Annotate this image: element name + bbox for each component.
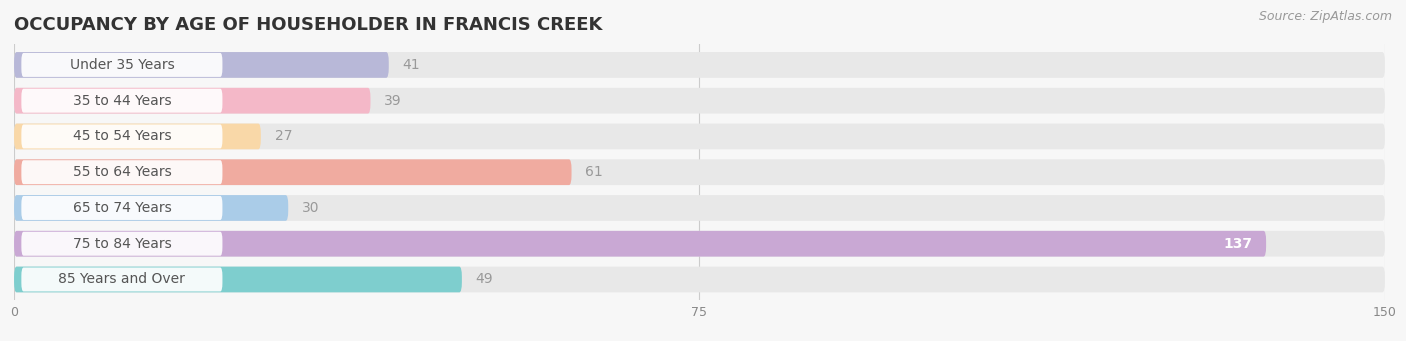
- FancyBboxPatch shape: [14, 52, 1385, 78]
- Text: 41: 41: [402, 58, 420, 72]
- FancyBboxPatch shape: [21, 232, 222, 256]
- Text: 85 Years and Over: 85 Years and Over: [59, 272, 186, 286]
- FancyBboxPatch shape: [14, 123, 262, 149]
- FancyBboxPatch shape: [14, 159, 1385, 185]
- Text: Source: ZipAtlas.com: Source: ZipAtlas.com: [1258, 10, 1392, 23]
- FancyBboxPatch shape: [14, 231, 1385, 256]
- FancyBboxPatch shape: [21, 53, 222, 77]
- Text: 39: 39: [384, 94, 402, 108]
- FancyBboxPatch shape: [14, 123, 1385, 149]
- FancyBboxPatch shape: [21, 267, 222, 292]
- FancyBboxPatch shape: [21, 89, 222, 113]
- Text: 45 to 54 Years: 45 to 54 Years: [73, 130, 172, 144]
- FancyBboxPatch shape: [21, 124, 222, 148]
- FancyBboxPatch shape: [14, 267, 463, 292]
- FancyBboxPatch shape: [14, 267, 1385, 292]
- Text: 65 to 74 Years: 65 to 74 Years: [73, 201, 172, 215]
- Text: Under 35 Years: Under 35 Years: [69, 58, 174, 72]
- FancyBboxPatch shape: [14, 88, 371, 114]
- FancyBboxPatch shape: [14, 195, 1385, 221]
- Text: 27: 27: [274, 130, 292, 144]
- FancyBboxPatch shape: [14, 88, 1385, 114]
- FancyBboxPatch shape: [21, 196, 222, 220]
- Text: 30: 30: [302, 201, 319, 215]
- FancyBboxPatch shape: [21, 160, 222, 184]
- Text: 49: 49: [475, 272, 494, 286]
- FancyBboxPatch shape: [14, 195, 288, 221]
- Text: 75 to 84 Years: 75 to 84 Years: [73, 237, 172, 251]
- Text: 35 to 44 Years: 35 to 44 Years: [73, 94, 172, 108]
- FancyBboxPatch shape: [14, 52, 389, 78]
- Text: 55 to 64 Years: 55 to 64 Years: [73, 165, 172, 179]
- Text: 137: 137: [1223, 237, 1253, 251]
- FancyBboxPatch shape: [14, 159, 571, 185]
- Text: 61: 61: [585, 165, 603, 179]
- Text: OCCUPANCY BY AGE OF HOUSEHOLDER IN FRANCIS CREEK: OCCUPANCY BY AGE OF HOUSEHOLDER IN FRANC…: [14, 16, 602, 34]
- FancyBboxPatch shape: [14, 231, 1267, 256]
